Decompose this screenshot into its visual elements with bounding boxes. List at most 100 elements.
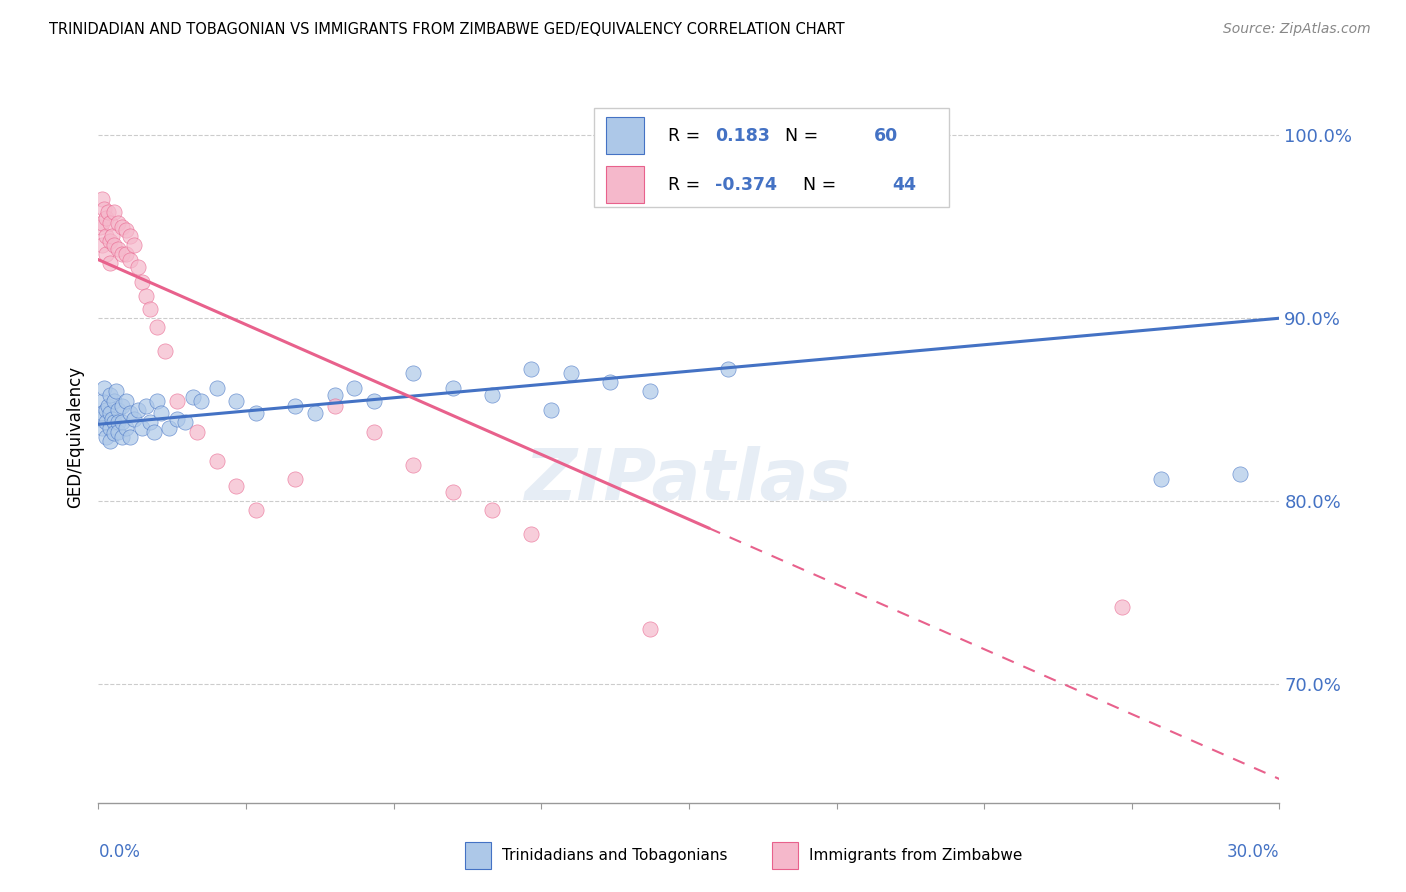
Point bbox=[103, 416, 125, 430]
Point bbox=[181, 390, 204, 404]
Point bbox=[520, 362, 543, 376]
Point bbox=[111, 416, 134, 430]
Point bbox=[91, 406, 114, 420]
Point bbox=[441, 381, 464, 395]
Point bbox=[146, 393, 169, 408]
Point bbox=[599, 375, 621, 389]
Point bbox=[111, 399, 134, 413]
Point bbox=[115, 223, 138, 237]
Point bbox=[105, 384, 128, 399]
Point bbox=[150, 406, 173, 420]
FancyBboxPatch shape bbox=[606, 118, 644, 154]
Point bbox=[138, 301, 160, 317]
Point bbox=[89, 411, 111, 425]
FancyBboxPatch shape bbox=[595, 108, 949, 207]
Point bbox=[284, 399, 307, 413]
Point bbox=[186, 425, 208, 439]
Point bbox=[103, 238, 125, 252]
Point bbox=[107, 216, 129, 230]
Point bbox=[103, 393, 125, 408]
Point bbox=[96, 247, 118, 261]
Point bbox=[91, 393, 114, 408]
Point bbox=[1229, 467, 1251, 481]
Y-axis label: GED/Equivalency: GED/Equivalency bbox=[66, 366, 84, 508]
Point bbox=[111, 247, 134, 261]
Point bbox=[98, 434, 121, 448]
Point bbox=[97, 399, 120, 413]
Point bbox=[363, 393, 385, 408]
Text: N =: N = bbox=[773, 127, 824, 145]
Text: Immigrants from Zimbabwe: Immigrants from Zimbabwe bbox=[810, 848, 1022, 863]
Point bbox=[131, 275, 153, 289]
Point bbox=[98, 256, 121, 270]
Point bbox=[638, 622, 661, 636]
FancyBboxPatch shape bbox=[772, 841, 797, 870]
Point bbox=[540, 402, 562, 417]
Text: N =: N = bbox=[792, 176, 841, 194]
Point bbox=[481, 388, 503, 402]
Point bbox=[146, 320, 169, 334]
Point bbox=[190, 393, 212, 408]
Point bbox=[89, 219, 111, 234]
Text: 30.0%: 30.0% bbox=[1227, 843, 1279, 861]
Point bbox=[91, 216, 114, 230]
Point bbox=[323, 388, 346, 402]
Point bbox=[111, 430, 134, 444]
Point bbox=[91, 192, 114, 206]
Point bbox=[115, 421, 138, 435]
Point bbox=[138, 416, 160, 430]
Point bbox=[343, 381, 366, 395]
Point bbox=[96, 430, 118, 444]
Point bbox=[98, 216, 121, 230]
Point bbox=[122, 411, 145, 425]
Point bbox=[205, 454, 228, 468]
Point bbox=[103, 426, 125, 441]
Point bbox=[205, 381, 228, 395]
Point bbox=[304, 406, 326, 420]
Text: -0.374: -0.374 bbox=[714, 176, 778, 194]
Point bbox=[118, 252, 141, 267]
Point bbox=[118, 406, 141, 420]
Point bbox=[717, 362, 740, 376]
Point bbox=[97, 205, 120, 219]
Point bbox=[441, 484, 464, 499]
Point bbox=[402, 458, 425, 472]
Point bbox=[245, 503, 267, 517]
Point bbox=[96, 211, 118, 225]
Point bbox=[98, 406, 121, 420]
Point bbox=[107, 402, 129, 417]
Point bbox=[225, 393, 247, 408]
Text: 0.183: 0.183 bbox=[714, 127, 770, 145]
Point bbox=[107, 425, 129, 439]
Point bbox=[118, 228, 141, 243]
Text: R =: R = bbox=[668, 127, 706, 145]
Point bbox=[1111, 600, 1133, 615]
FancyBboxPatch shape bbox=[464, 841, 491, 870]
Point bbox=[118, 430, 141, 444]
Point bbox=[122, 238, 145, 252]
Point bbox=[96, 416, 118, 430]
Point bbox=[96, 402, 118, 417]
Point bbox=[155, 344, 177, 359]
Point bbox=[103, 205, 125, 219]
Point bbox=[166, 393, 188, 408]
Point bbox=[284, 472, 307, 486]
Point bbox=[98, 421, 121, 435]
Text: Trinidadians and Tobagonians: Trinidadians and Tobagonians bbox=[502, 848, 728, 863]
Point bbox=[142, 425, 165, 439]
Point bbox=[107, 416, 129, 430]
Point bbox=[107, 242, 129, 256]
Point bbox=[127, 260, 149, 274]
Point bbox=[520, 527, 543, 541]
Point bbox=[96, 228, 118, 243]
Point bbox=[93, 202, 115, 216]
Text: 60: 60 bbox=[875, 127, 898, 145]
Point bbox=[101, 228, 124, 243]
Point bbox=[127, 402, 149, 417]
FancyBboxPatch shape bbox=[606, 167, 644, 203]
Point bbox=[560, 366, 582, 380]
Point bbox=[157, 421, 180, 435]
Point bbox=[115, 247, 138, 261]
Point bbox=[638, 384, 661, 399]
Point bbox=[91, 238, 114, 252]
